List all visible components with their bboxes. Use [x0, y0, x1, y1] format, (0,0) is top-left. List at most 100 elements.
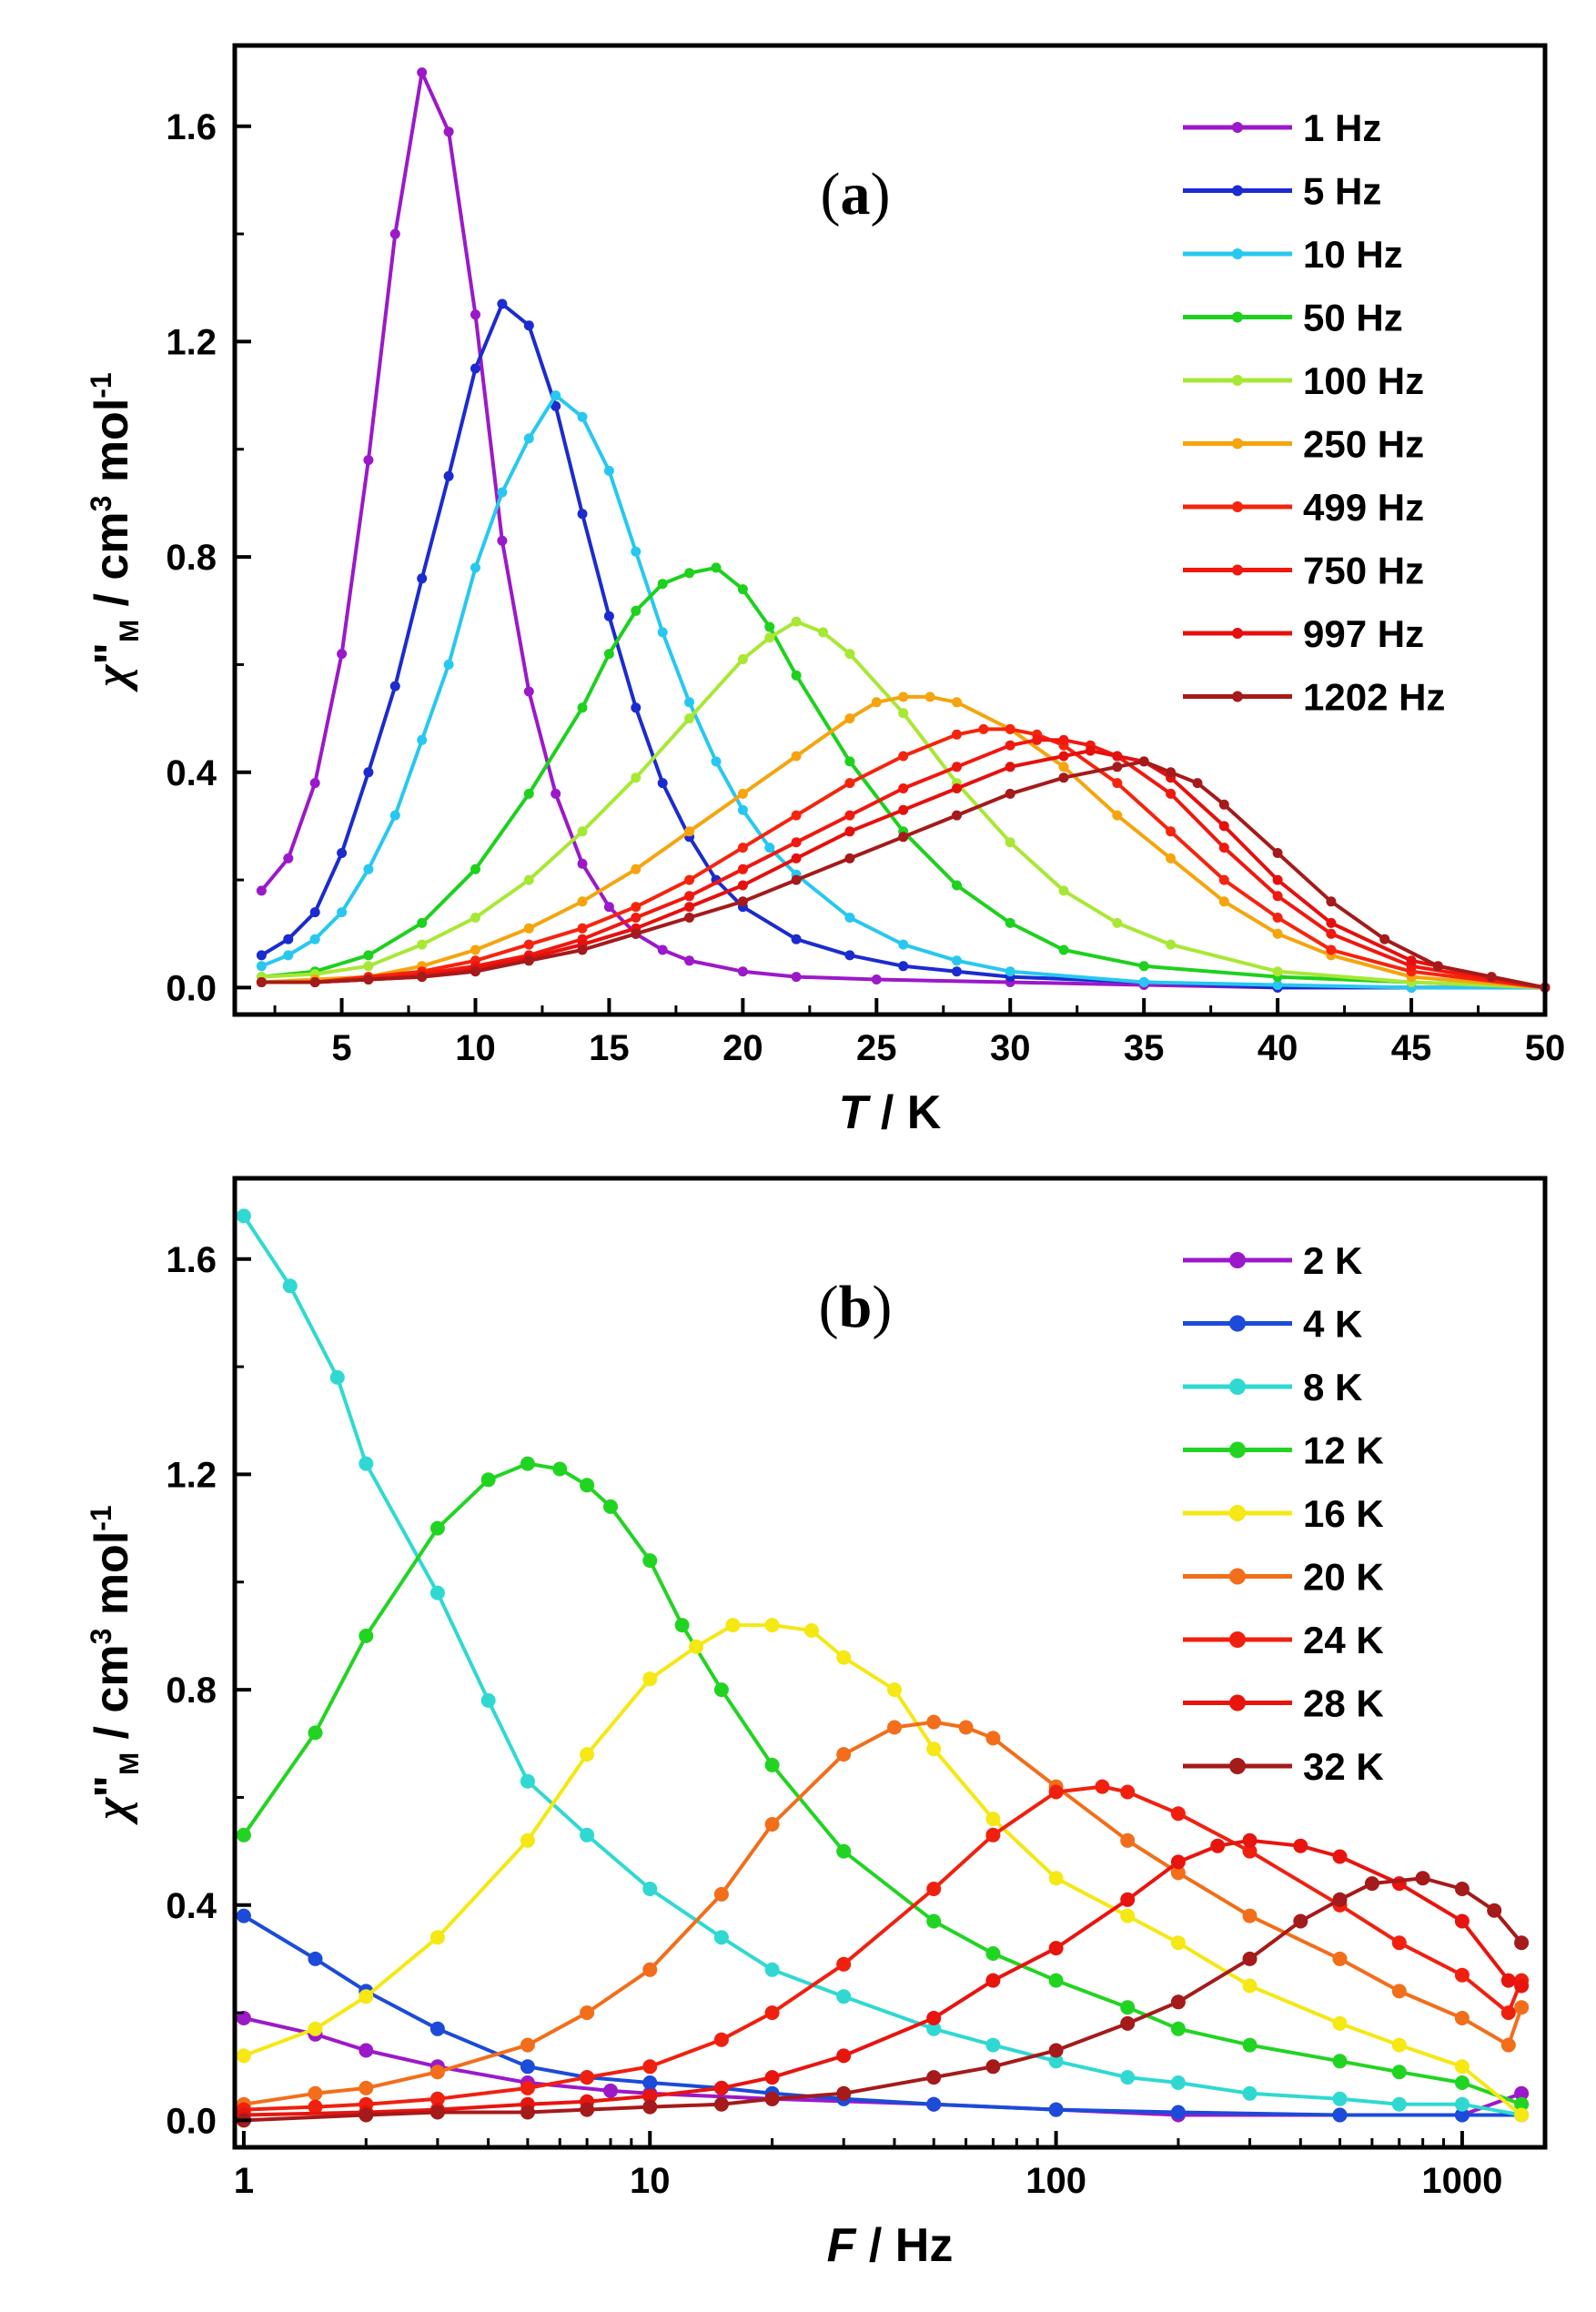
legend-marker	[1229, 1568, 1246, 1585]
data-point	[737, 654, 748, 664]
data-point	[337, 848, 348, 858]
data-point	[580, 1747, 595, 1762]
data-point	[657, 778, 668, 789]
data-point	[1272, 848, 1283, 858]
data-point	[283, 950, 294, 961]
data-point	[470, 309, 480, 320]
data-point	[1112, 762, 1123, 772]
data-point	[1170, 1854, 1186, 1870]
data-point	[1166, 788, 1177, 799]
data-point	[577, 896, 588, 907]
legend-label: 20 K	[1303, 1556, 1384, 1599]
data-point	[764, 1817, 780, 1832]
panel-b-y-ticks: 0.0 0.4 0.8 1.2 1.6	[166, 1240, 251, 2141]
data-point	[429, 2021, 445, 2036]
data-point	[1272, 928, 1283, 939]
legend-label: 10 Hz	[1303, 233, 1403, 276]
legend-item: 750 Hz	[1183, 550, 1424, 592]
data-point	[497, 487, 508, 498]
data-point	[952, 966, 962, 977]
data-point	[1170, 1994, 1186, 2010]
data-point	[603, 649, 614, 660]
data-point	[1272, 980, 1283, 990]
data-point	[926, 1913, 942, 1929]
data-point	[737, 843, 748, 853]
data-point	[898, 708, 909, 719]
data-point	[1218, 799, 1229, 810]
data-point	[308, 2085, 323, 2101]
panel-b-x-axis-label: F / Hz	[827, 2219, 954, 2272]
data-point	[684, 713, 695, 724]
x-tick-label: 50	[1525, 1028, 1566, 1068]
series-499-hz	[256, 723, 1551, 993]
data-point	[359, 2043, 374, 2058]
data-point	[764, 1962, 780, 1977]
data-point	[1005, 788, 1015, 799]
legend-item: 16 K	[1183, 1492, 1384, 1535]
data-point	[1514, 2000, 1530, 2015]
data-point	[329, 1369, 345, 1385]
data-point	[844, 756, 855, 767]
data-point	[1166, 767, 1177, 778]
data-point	[523, 433, 534, 444]
data-point	[520, 1773, 535, 1789]
data-point	[1272, 966, 1283, 977]
panel-a-legend: 1 Hz 5 Hz 10 Hz 50 Hz 100 Hz 250 Hz 499 Hz 750 …	[1183, 106, 1445, 719]
panel-a-curves	[256, 67, 1551, 993]
data-point	[1218, 843, 1229, 853]
data-point	[389, 228, 400, 239]
data-point	[236, 1827, 251, 1843]
data-point	[1454, 2059, 1470, 2075]
data-point	[1293, 1913, 1308, 1929]
data-point	[642, 1671, 658, 1687]
data-point	[764, 621, 775, 632]
x-tick-label: 1	[234, 2161, 254, 2201]
x-tick-label: 100	[1025, 2161, 1086, 2201]
data-point	[836, 2048, 852, 2064]
data-point	[926, 2096, 942, 2112]
data-point	[603, 902, 614, 913]
data-point	[1500, 2037, 1516, 2053]
data-point	[764, 1757, 780, 1772]
panel-b-label: (b)	[819, 1274, 893, 1340]
data-point	[1170, 1806, 1186, 1822]
data-point	[657, 944, 668, 955]
legend-marker	[1229, 1315, 1246, 1332]
data-point	[603, 1499, 618, 1514]
data-point	[1218, 821, 1229, 832]
x-tick-label: 10	[630, 2161, 671, 2201]
data-point	[236, 2048, 251, 2064]
data-point	[359, 2107, 374, 2123]
data-point	[417, 67, 428, 78]
data-point	[1332, 2015, 1348, 2031]
legend-marker	[1232, 438, 1243, 449]
data-point	[1332, 1951, 1348, 1966]
data-point	[1500, 2005, 1516, 2021]
y-tick-label: 0.0	[166, 968, 217, 1008]
data-point	[985, 1731, 1001, 1746]
data-point	[642, 1882, 658, 1896]
data-point	[926, 2021, 942, 2036]
data-point	[577, 944, 588, 955]
data-point	[417, 917, 428, 928]
data-point	[580, 2005, 595, 2021]
data-point	[898, 783, 909, 793]
data-point	[844, 810, 855, 821]
data-point	[764, 1618, 780, 1633]
data-point	[791, 934, 802, 944]
data-point	[898, 832, 909, 843]
series-line	[242, 1215, 1522, 2117]
data-point	[952, 880, 962, 891]
data-point	[791, 874, 802, 885]
data-point	[429, 2091, 445, 2106]
data-point	[642, 1553, 658, 1569]
data-point	[580, 1478, 595, 1493]
data-point	[713, 2032, 729, 2047]
data-point	[713, 2096, 729, 2112]
data-point	[642, 1962, 658, 1977]
data-point	[791, 670, 802, 681]
y-tick-label: 0.4	[166, 1886, 217, 1926]
legend-marker	[1229, 1758, 1246, 1774]
data-point	[642, 2059, 658, 2075]
data-point	[520, 2080, 535, 2095]
